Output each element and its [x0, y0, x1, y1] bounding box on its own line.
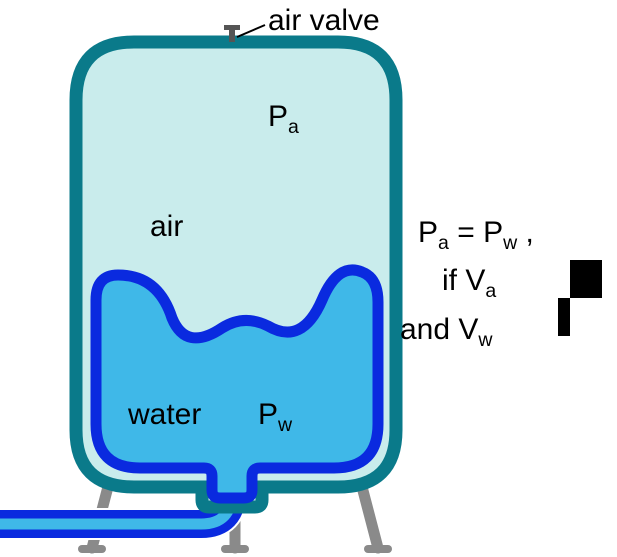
pw-label: Pw	[258, 398, 292, 437]
air-label: air	[150, 210, 183, 244]
pa-label: Pa	[268, 100, 299, 139]
air-valve-label: air valve	[268, 4, 380, 38]
eq-line-3: and Vw	[400, 307, 534, 355]
eq-line-2: if Va	[442, 258, 534, 306]
eq-line-1: Pa = Pw ,	[418, 210, 534, 258]
black-box-2	[558, 298, 570, 336]
diagram-stage: air valve Pa air water Pw Pa = Pw , if V…	[0, 0, 617, 557]
water-label: water	[128, 398, 201, 432]
air-valve-pointer	[237, 25, 265, 37]
equation-block: Pa = Pw , if Va and Vw	[418, 210, 534, 355]
black-box-1	[570, 260, 602, 298]
